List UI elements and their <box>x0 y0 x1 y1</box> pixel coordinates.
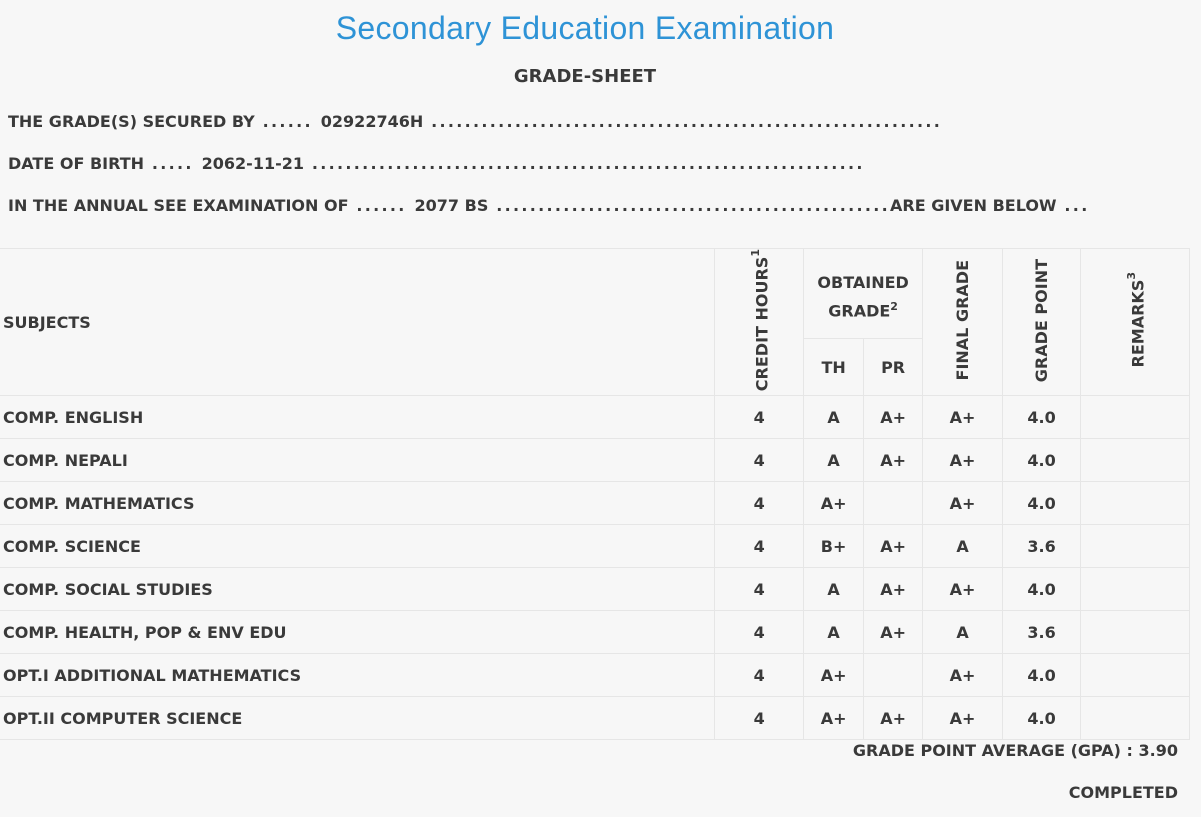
dob-value: 2062-11-21 <box>201 154 304 173</box>
final-grade-header: FINAL GRADE <box>922 247 1004 397</box>
th-cell: A+ <box>803 481 865 526</box>
credit-cell: 4 <box>714 696 805 741</box>
th-cell: A <box>803 610 865 655</box>
credit-cell: 4 <box>714 395 805 440</box>
pr-cell: A+ <box>863 696 924 741</box>
page-title: Secondary Education Examination <box>335 10 835 46</box>
remarks-cell <box>1080 481 1190 526</box>
grade-table: SUBJECTS CREDIT HOURS1 OBTAINED GRADE2 F… <box>0 247 1190 741</box>
th-cell: B+ <box>803 524 865 569</box>
subject-cell: COMP. MATHEMATICS <box>0 481 716 526</box>
subjects-header: SUBJECTS <box>0 247 716 397</box>
th-header: TH <box>803 337 865 397</box>
subject-cell: OPT.II COMPUTER SCIENCE <box>0 696 716 741</box>
credit-cell: 4 <box>714 481 805 526</box>
obtained-grade-header: OBTAINED GRADE2 <box>803 248 924 339</box>
grade-point-cell: 4.0 <box>1002 395 1082 440</box>
grade-point-cell: 3.6 <box>1002 610 1082 655</box>
remarks-header: REMARKS3 <box>1080 247 1190 397</box>
pr-cell: A+ <box>863 567 924 612</box>
subject-cell: COMP. NEPALI <box>0 438 716 483</box>
final-grade-cell: A+ <box>922 395 1004 440</box>
remarks-cell <box>1080 438 1190 483</box>
pr-header: PR <box>863 337 924 397</box>
grade-point-cell: 4.0 <box>1002 481 1082 526</box>
grade-point-cell: 4.0 <box>1002 438 1082 483</box>
table-row: COMP. SCIENCE 4 B+ A+ A 3.6 <box>0 524 1190 569</box>
pr-cell: A+ <box>863 524 924 569</box>
exam-value: 2077 BS <box>414 196 489 215</box>
secured-by-line: THE GRADE(S) SECURED BY ...... 02922746H… <box>8 112 943 131</box>
result-status: COMPLETED <box>1068 783 1178 802</box>
final-grade-cell: A+ <box>922 481 1004 526</box>
remarks-cell <box>1080 524 1190 569</box>
pr-cell: A+ <box>863 610 924 655</box>
final-grade-cell: A <box>922 610 1004 655</box>
final-grade-cell: A+ <box>922 653 1004 698</box>
th-cell: A+ <box>803 696 865 741</box>
final-grade-cell: A+ <box>922 696 1004 741</box>
final-grade-cell: A+ <box>922 438 1004 483</box>
subject-cell: COMP. ENGLISH <box>0 395 716 440</box>
remarks-cell <box>1080 395 1190 440</box>
grade-sheet-heading: GRADE-SHEET <box>513 66 657 87</box>
th-cell: A+ <box>803 653 865 698</box>
table-row: COMP. MATHEMATICS 4 A+ A+ 4.0 <box>0 481 1190 526</box>
secured-by-value: 02922746H <box>320 112 424 131</box>
final-grade-cell: A+ <box>922 567 1004 612</box>
table-row: OPT.II COMPUTER SCIENCE 4 A+ A+ A+ 4.0 <box>0 696 1190 741</box>
grade-point-cell: 4.0 <box>1002 567 1082 612</box>
credit-cell: 4 <box>714 567 805 612</box>
subject-cell: COMP. SCIENCE <box>0 524 716 569</box>
dob-label: DATE OF BIRTH <box>8 154 144 173</box>
remarks-cell <box>1080 653 1190 698</box>
table-row: COMP. ENGLISH 4 A A+ A+ 4.0 <box>0 395 1190 440</box>
remarks-cell <box>1080 567 1190 612</box>
grade-point-header: GRADE POINT <box>1002 247 1082 397</box>
pr-cell <box>863 481 924 526</box>
th-cell: A <box>803 438 865 483</box>
subject-cell: COMP. SOCIAL STUDIES <box>0 567 716 612</box>
exam-suffix: ARE GIVEN BELOW <box>890 196 1057 215</box>
exam-label: IN THE ANNUAL SEE EXAMINATION OF <box>8 196 349 215</box>
exam-line: IN THE ANNUAL SEE EXAMINATION OF ...... … <box>8 196 1090 215</box>
credit-cell: 4 <box>714 438 805 483</box>
pr-cell: A+ <box>863 395 924 440</box>
credit-cell: 4 <box>714 610 805 655</box>
secured-by-label: THE GRADE(S) SECURED BY <box>8 112 255 131</box>
th-cell: A <box>803 395 865 440</box>
credit-cell: 4 <box>714 524 805 569</box>
th-cell: A <box>803 567 865 612</box>
gpa-summary: GRADE POINT AVERAGE (GPA) : 3.90 <box>852 741 1178 760</box>
subject-cell: COMP. HEALTH, POP & ENV EDU <box>0 610 716 655</box>
subject-cell: OPT.I ADDITIONAL MATHEMATICS <box>0 653 716 698</box>
remarks-cell <box>1080 696 1190 741</box>
grade-point-cell: 4.0 <box>1002 653 1082 698</box>
pr-cell <box>863 653 924 698</box>
final-grade-cell: A <box>922 524 1004 569</box>
dob-line: DATE OF BIRTH ..... 2062-11-21 .........… <box>8 154 865 173</box>
table-row: COMP. NEPALI 4 A A+ A+ 4.0 <box>0 438 1190 483</box>
table-row: OPT.I ADDITIONAL MATHEMATICS 4 A+ A+ 4.0 <box>0 653 1190 698</box>
credit-hours-header: CREDIT HOURS1 <box>714 247 805 397</box>
table-row: COMP. HEALTH, POP & ENV EDU 4 A A+ A 3.6 <box>0 610 1190 655</box>
grade-point-cell: 3.6 <box>1002 524 1082 569</box>
credit-cell: 4 <box>714 653 805 698</box>
remarks-cell <box>1080 610 1190 655</box>
table-row: COMP. SOCIAL STUDIES 4 A A+ A+ 4.0 <box>0 567 1190 612</box>
pr-cell: A+ <box>863 438 924 483</box>
grade-point-cell: 4.0 <box>1002 696 1082 741</box>
